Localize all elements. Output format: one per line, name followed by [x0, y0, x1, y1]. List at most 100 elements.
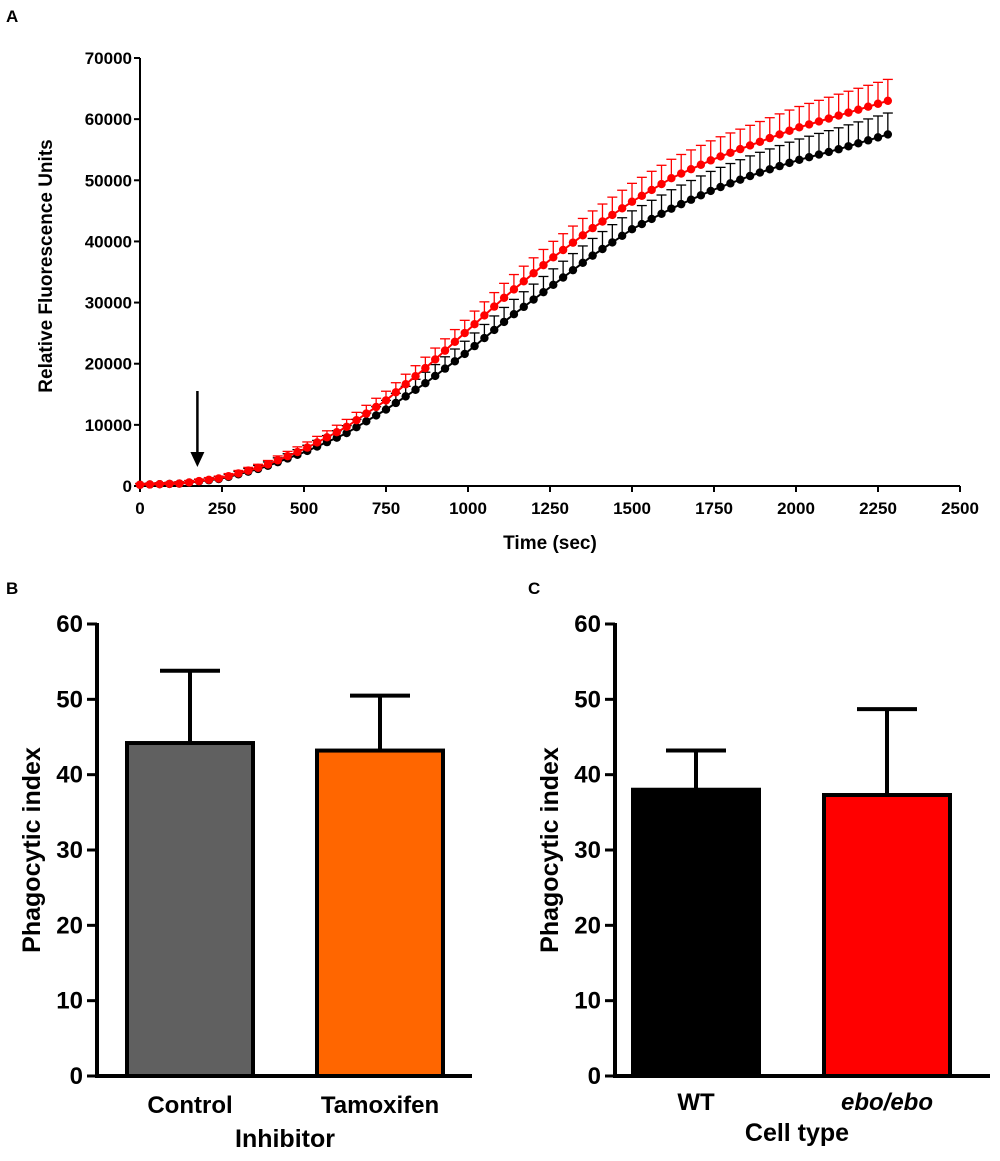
- panel-a-y-tick-label: 10000: [85, 416, 132, 435]
- panel-a-data-point: [391, 388, 401, 397]
- panel-a-data-point: [814, 117, 824, 126]
- panel-a-data-point: [450, 337, 460, 347]
- panel-a-data-point: [381, 405, 391, 414]
- y-tick-label: 40: [56, 762, 83, 789]
- panel-a-data-point: [647, 214, 656, 224]
- panel-a-data-point: [568, 238, 578, 247]
- panel-a-data-point: [824, 114, 833, 123]
- panel-a-data-point: [431, 371, 440, 381]
- y-tick-label: 40: [574, 762, 601, 789]
- panel-a-data-point: [371, 411, 381, 420]
- y-tick-label: 60: [574, 611, 601, 638]
- panel-a-series-black: [135, 112, 893, 489]
- panel-a-data-point: [460, 328, 469, 338]
- panel-a-data-point: [490, 325, 499, 335]
- panel-a-data-point: [568, 265, 578, 275]
- panel-a-x-tick-label: 1750: [695, 499, 733, 518]
- panel-b-letter: B: [6, 579, 18, 598]
- panel-a-data-point: [696, 160, 706, 169]
- panel-a-x-tick-label: 2500: [941, 499, 979, 518]
- panel-a-data-point: [401, 380, 410, 389]
- bar: [125, 741, 255, 1078]
- panel-a-data-point: [539, 260, 548, 270]
- panel-a-x-tick-label: 0: [135, 499, 144, 518]
- panel-a-data-point: [627, 197, 637, 206]
- y-tick-label: 10: [56, 988, 83, 1015]
- panel-a-data-point: [273, 456, 282, 465]
- panel-a-y-tick-label: 50000: [85, 171, 132, 190]
- panel-c-y-axis-label: Phagocytic index: [536, 747, 564, 953]
- panel-a-data-point: [598, 217, 607, 226]
- panel-a-data-point: [509, 285, 519, 294]
- panel-a-data-point: [401, 392, 410, 401]
- panel-a-data-point: [598, 244, 607, 254]
- panel-a-data-point: [490, 302, 499, 311]
- panel-a-y-tick-label: 30000: [85, 294, 132, 313]
- panel-a-data-point: [332, 427, 341, 437]
- panel-c-x-axis-label: Cell type: [745, 1119, 849, 1147]
- panel-c-category-label: WT: [677, 1089, 715, 1116]
- panel-a-data-point: [391, 398, 401, 408]
- panel-b-bar-chart: 0 10 20 30 40 50 60: [56, 611, 472, 1090]
- panel-a-data-point: [558, 245, 568, 255]
- panel-a-data-point: [480, 333, 489, 343]
- panel-a-data-point: [795, 123, 804, 132]
- panel-a-data-point: [854, 139, 863, 148]
- y-tick-label: 0: [588, 1063, 601, 1090]
- panel-a-data-point: [303, 443, 312, 452]
- panel-a-x-tick-label: 2250: [859, 499, 897, 518]
- panel-a-data-point: [834, 111, 843, 120]
- panel-a-data-point: [637, 191, 647, 201]
- y-tick-label: 20: [56, 912, 83, 939]
- panel-a-data-point: [667, 204, 676, 213]
- panel-a-x-tick-label: 1500: [613, 499, 651, 518]
- panel-a-data-point: [726, 148, 735, 157]
- y-tick-label: 50: [56, 686, 83, 713]
- panel-a-data-point: [617, 204, 627, 213]
- panel-a-data-point: [145, 480, 155, 489]
- panel-a-data-point: [736, 144, 745, 154]
- panel-a-data-point: [863, 136, 873, 145]
- panel-a-data-point: [480, 311, 489, 320]
- panel-a-data-point: [578, 258, 587, 268]
- panel-a-y-tick-label: 0: [123, 477, 132, 496]
- panel-a-data-point: [677, 199, 686, 209]
- panel-a-data-point: [578, 231, 587, 240]
- panel-a-x-tick-label: 750: [372, 499, 400, 518]
- panel-a-y-tick-label: 70000: [85, 49, 132, 68]
- panel-a-data-point: [322, 433, 332, 442]
- panel-a-data-point: [834, 145, 843, 154]
- y-tick-label: 0: [70, 1063, 83, 1090]
- panel-a-data-point: [854, 105, 863, 114]
- panel-a-data-point: [873, 99, 883, 108]
- panel-a-data-point: [224, 471, 233, 481]
- panel-a-data-point: [883, 96, 893, 106]
- panel-a-data-point: [234, 469, 243, 478]
- panel-a-data-point: [824, 147, 833, 157]
- panel-a-data-point: [706, 186, 715, 196]
- panel-a-x-tick-label: 500: [290, 499, 318, 518]
- panel-a-y-tick-label: 20000: [85, 355, 132, 374]
- panel-a-data-point: [844, 142, 853, 151]
- panel-a-x-tick-label: 2000: [777, 499, 815, 518]
- panel-a-data-point: [765, 133, 774, 143]
- panel-a-data-point: [873, 133, 883, 142]
- panel-a-x-tick-label: 250: [208, 499, 236, 518]
- panel-c-bar-chart: 0 10 20 30 40 50 60: [574, 611, 990, 1090]
- panel-a-data-point: [362, 409, 371, 418]
- panel-a-data-point: [804, 152, 814, 162]
- panel-a-data-point: [263, 460, 273, 469]
- y-tick-label: 60: [56, 611, 83, 638]
- y-tick-label: 50: [574, 686, 601, 713]
- panel-b-x-axis-label: Inhibitor: [235, 1125, 335, 1153]
- panel-a-data-point: [686, 164, 696, 174]
- y-tick-label: 30: [56, 837, 83, 864]
- panel-a-data-point: [214, 474, 223, 483]
- panel-a-data-point: [244, 466, 253, 475]
- panel-a-y-axis-label: Relative Fluorescence Units: [36, 139, 57, 392]
- panel-a-data-point: [775, 161, 784, 171]
- panel-a-data-point: [883, 130, 893, 139]
- panel-a-data-point: [194, 476, 204, 486]
- panel-a-data-point: [165, 479, 174, 489]
